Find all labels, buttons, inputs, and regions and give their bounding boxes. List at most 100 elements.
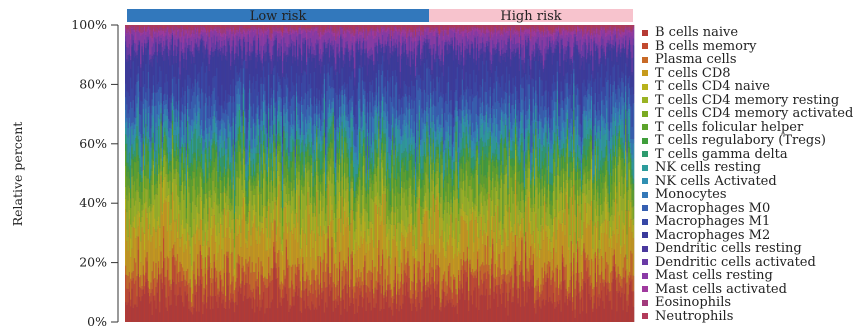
bar-segment xyxy=(347,176,350,184)
bar-segment xyxy=(326,44,328,49)
bar-segment xyxy=(169,160,171,166)
bar-segment xyxy=(317,103,320,115)
bar-segment xyxy=(355,174,358,182)
bar-segment xyxy=(209,165,212,178)
bar-segment xyxy=(351,147,354,161)
bar-segment xyxy=(212,133,214,139)
bar-segment xyxy=(162,179,165,204)
bar-segment xyxy=(235,53,237,58)
bar-segment xyxy=(298,34,301,45)
bar-segment xyxy=(197,28,199,31)
bar-segment xyxy=(346,29,349,32)
bar-segment xyxy=(176,238,179,255)
bar-segment xyxy=(169,28,171,35)
bar-segment xyxy=(226,36,228,52)
bar-segment xyxy=(365,190,368,198)
bar-segment xyxy=(212,91,214,117)
bar-segment xyxy=(288,222,290,266)
bar-segment xyxy=(175,108,178,118)
bar-segment xyxy=(249,55,251,61)
bar-segment xyxy=(256,55,259,62)
bar-segment xyxy=(150,168,152,176)
bar-segment xyxy=(230,162,232,171)
bar-segment xyxy=(192,164,194,172)
bar-segment xyxy=(292,29,294,34)
bar-segment xyxy=(302,25,304,28)
bar-segment xyxy=(354,202,356,221)
bar-segment xyxy=(247,231,250,262)
bar-segment xyxy=(285,28,288,33)
bar-segment xyxy=(154,185,156,195)
bar-segment xyxy=(250,298,252,322)
bar-segment xyxy=(178,294,180,322)
bar-segment xyxy=(155,308,157,322)
bar-segment xyxy=(307,39,309,46)
bar-segment xyxy=(317,34,320,41)
bar-segment xyxy=(323,42,326,45)
bar-segment xyxy=(252,297,255,322)
bar-segment xyxy=(165,35,168,41)
bar-segment xyxy=(280,88,283,99)
bar-segment xyxy=(156,129,159,144)
bar-segment xyxy=(241,164,244,175)
bar-segment xyxy=(317,127,320,136)
bar-segment xyxy=(214,117,217,123)
bar-segment xyxy=(364,261,366,281)
bar-segment xyxy=(275,25,278,27)
bar-segment xyxy=(294,162,297,168)
bar-segment xyxy=(259,215,261,222)
bar-segment xyxy=(160,102,163,108)
bar-segment xyxy=(308,308,311,322)
bar-segment xyxy=(363,89,365,95)
bar-segment xyxy=(207,49,209,58)
bar-segment xyxy=(349,99,351,128)
bar-segment xyxy=(192,185,194,202)
bar-segment xyxy=(227,38,230,41)
bar-segment xyxy=(166,231,169,257)
bar-segment xyxy=(257,37,260,44)
bar-segment xyxy=(200,25,203,27)
bar-segment xyxy=(264,163,266,171)
bar-segment xyxy=(289,138,292,152)
bar-segment xyxy=(275,278,278,322)
bar-segment xyxy=(273,90,275,99)
bar-segment xyxy=(330,112,332,117)
bar-segment xyxy=(294,208,297,214)
bar-segment xyxy=(174,156,176,169)
bar-segment xyxy=(269,25,271,30)
bar-segment xyxy=(209,25,212,28)
bar-segment xyxy=(325,271,327,288)
bar-segment xyxy=(274,30,276,32)
bar-segment xyxy=(165,197,168,202)
bar-segment xyxy=(231,146,233,157)
bar-segment xyxy=(213,25,216,28)
bar-segment xyxy=(132,159,135,176)
bar-segment xyxy=(156,229,159,280)
bar-segment xyxy=(287,77,289,88)
bar-segment xyxy=(241,281,244,322)
bar-segment xyxy=(337,295,340,306)
bar-segment xyxy=(363,285,365,299)
bar-segment xyxy=(213,215,216,255)
bar-segment xyxy=(366,136,369,146)
bar-segment xyxy=(311,133,313,138)
bar-segment xyxy=(270,41,273,60)
bar-segment xyxy=(375,107,378,113)
bar-segment xyxy=(187,114,189,122)
bar-segment xyxy=(280,98,283,112)
bar-segment xyxy=(189,35,192,38)
bar-segment xyxy=(325,48,327,54)
bar-segment xyxy=(298,119,301,128)
bar-segment xyxy=(149,206,151,213)
bar-segment xyxy=(184,173,187,186)
bar-segment xyxy=(308,204,311,215)
bar-segment xyxy=(316,160,318,175)
bar-segment xyxy=(364,280,366,322)
bar-segment xyxy=(246,196,249,207)
bar-segment xyxy=(227,204,230,212)
bar-segment xyxy=(249,140,251,146)
bar-segment xyxy=(207,229,209,242)
bar-segment xyxy=(311,42,313,55)
bar-segment xyxy=(212,296,214,309)
bar-segment xyxy=(149,64,151,89)
